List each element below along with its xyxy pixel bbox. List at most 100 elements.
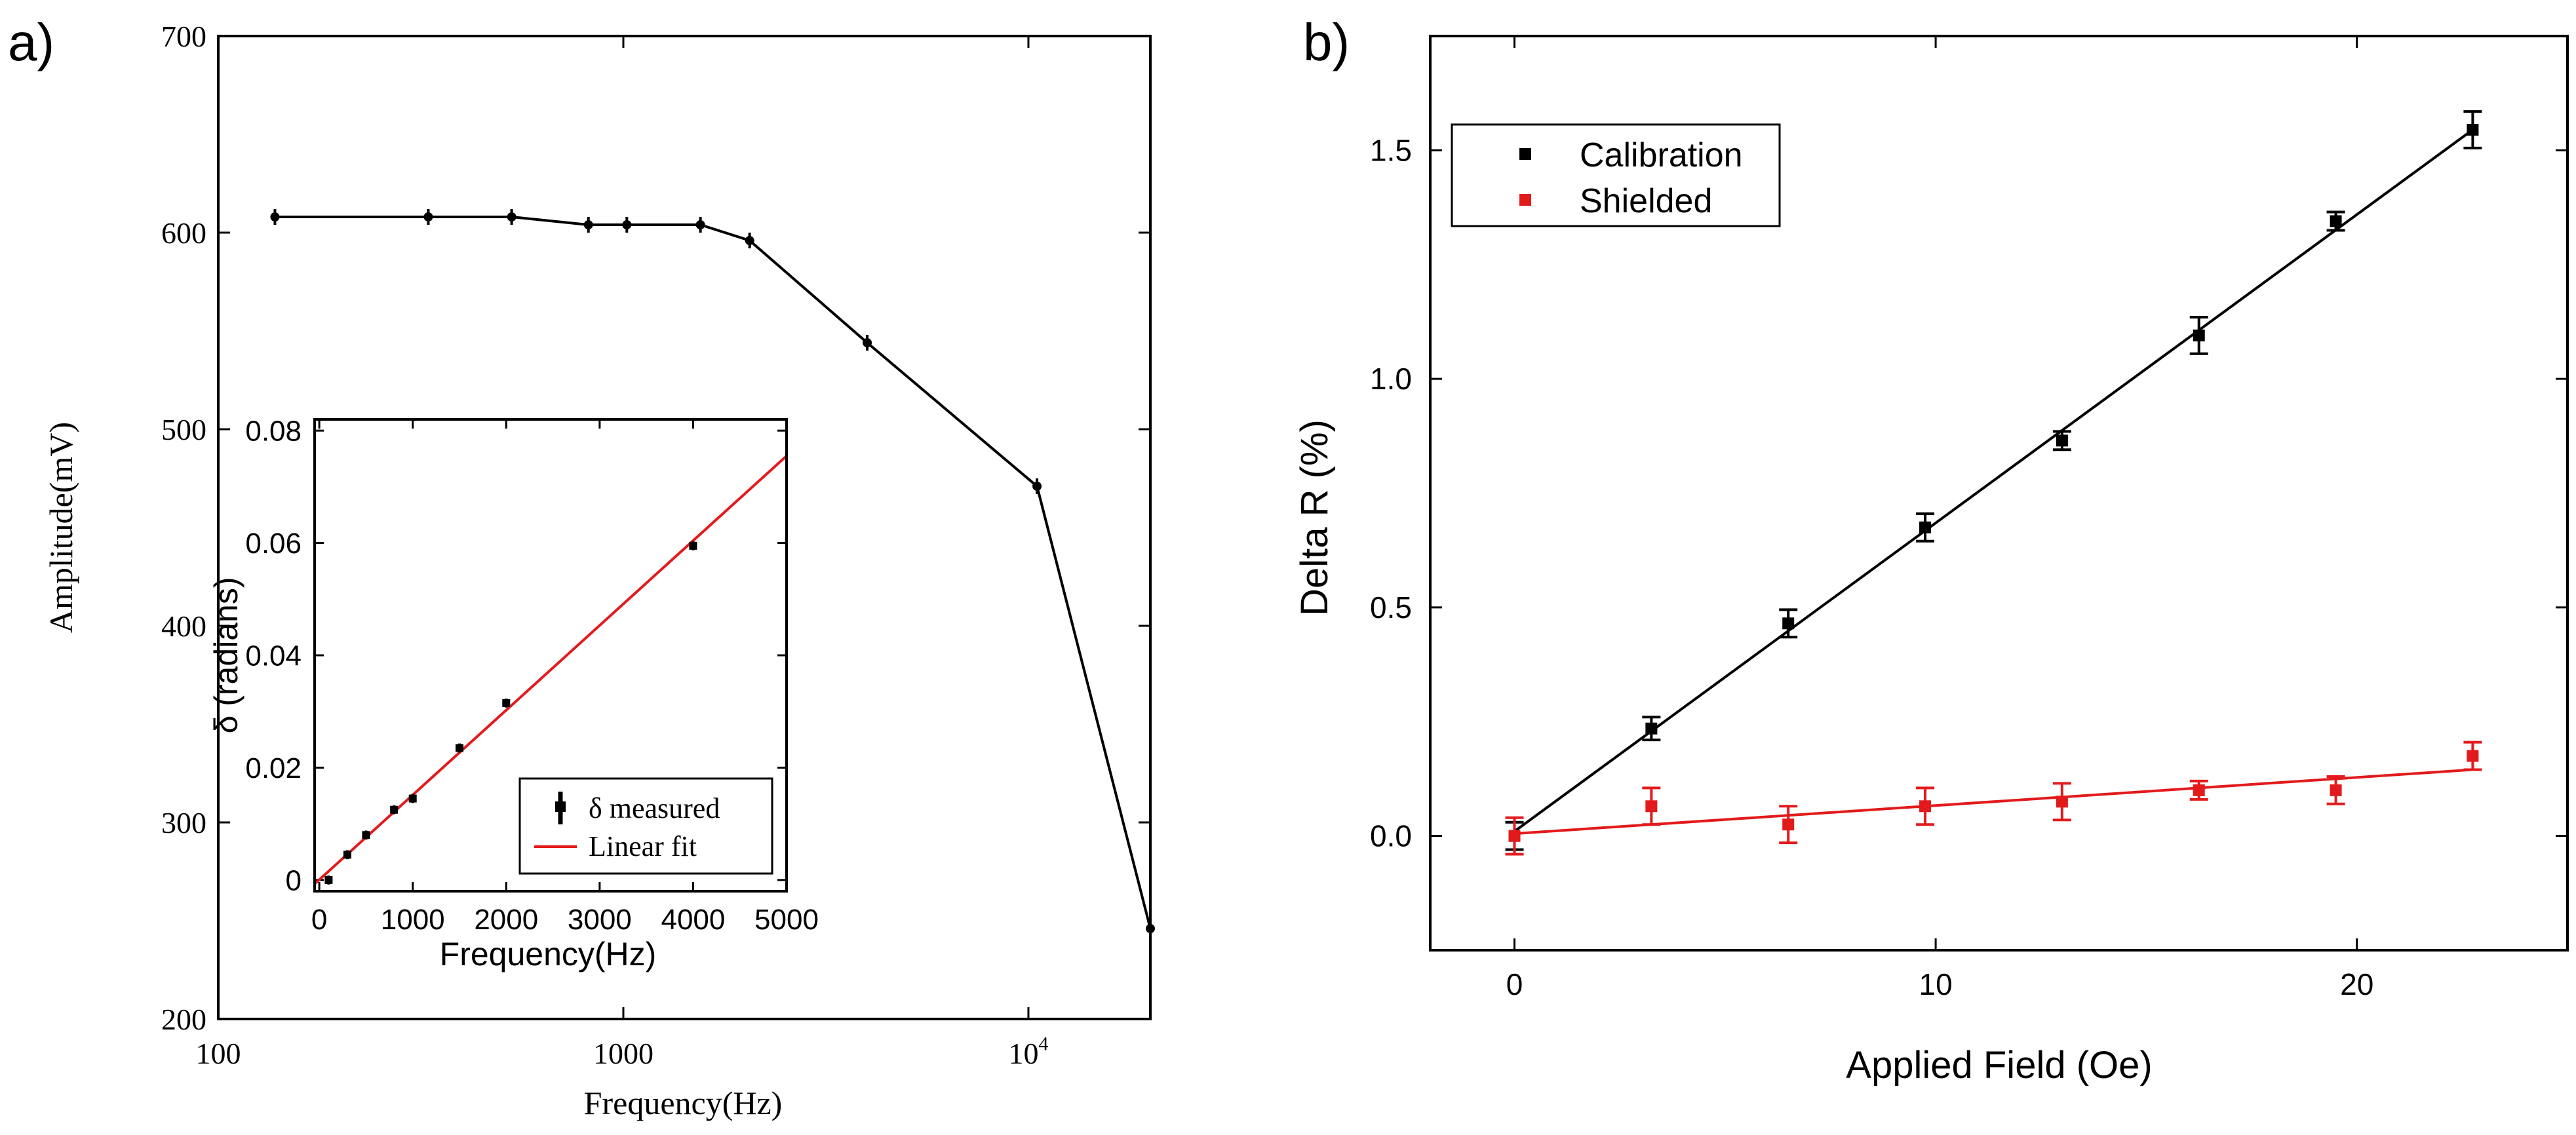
inset-point	[324, 875, 333, 884]
amplitude-point	[507, 212, 517, 221]
y-tick-label: 0.02	[245, 752, 302, 784]
shielded-point	[2056, 796, 2068, 808]
x-tick-label: 1000	[381, 904, 445, 936]
chart-b-xlabel: Applied Field (Oe)	[1846, 1044, 2152, 1087]
shielded-point	[2330, 784, 2342, 796]
inset-legend-label-measured: δ measured	[589, 792, 720, 824]
calibration-point	[1645, 722, 1658, 735]
y-tick-label: 300	[161, 806, 206, 839]
calibration-point	[2056, 434, 2068, 447]
inset-point	[455, 744, 463, 752]
x-tick-label-base: 10	[1008, 1037, 1038, 1070]
y-tick-label: 500	[161, 413, 206, 446]
x-tick-label-base: 4000	[661, 904, 725, 936]
inset-ticks: 0 1000 2000 3000 4000 5000 0 0.02 0.04 0.06 0.08	[245, 415, 819, 936]
x-tick-label: 10	[1919, 967, 1953, 1001]
inset-legend: δ measured Linear fit	[518, 777, 773, 875]
y-tick-label: 0.04	[245, 640, 302, 672]
shielded-point	[2467, 750, 2479, 762]
inset-point	[362, 831, 370, 839]
inset-xlabel: Frequency(Hz)	[440, 936, 657, 972]
y-tick-label: 700	[161, 20, 206, 53]
chart-b-ylabel: Delta R (%)	[1293, 419, 1336, 616]
chart-a-ylabel: Amplitude(mV)	[43, 422, 79, 633]
y-tick-label: 200	[161, 1003, 206, 1036]
inset-point	[343, 851, 351, 859]
amplitude-point	[270, 212, 280, 221]
chart-b-legend: Calibration Shielded	[1451, 123, 1781, 227]
y-tick-label: 0.0	[1370, 819, 1412, 853]
x-tick-label-sup: 4	[1038, 1033, 1048, 1054]
y-tick-label: 600	[161, 216, 206, 250]
amplitude-point	[622, 220, 632, 229]
x-tick-label: 20	[2340, 967, 2373, 1001]
shielded-fit-line	[1514, 768, 2473, 836]
calibration-point	[2193, 329, 2205, 341]
y-tick-label: 400	[161, 609, 206, 643]
y-tick-label: 0.06	[245, 528, 302, 560]
chart-b-legend-label-shielded: Shielded	[1580, 182, 1712, 220]
panel-label-a: a)	[8, 13, 54, 71]
x-tick-label: 2000	[474, 904, 538, 936]
shielded-point	[1782, 818, 1795, 831]
x-tick-label-base: 3000	[568, 904, 632, 936]
inset-frame	[313, 418, 788, 893]
x-tick-label: 0	[1506, 967, 1523, 1001]
chart-b-frame	[1429, 35, 2569, 952]
calibration-fit-line	[1513, 128, 2474, 833]
inset-point	[502, 699, 511, 707]
x-tick-label-base: 0	[1506, 967, 1523, 1001]
shielded-point	[2193, 784, 2205, 796]
inset-ylabel: δ (radians)	[208, 577, 244, 733]
x-tick-label-base: 20	[2340, 967, 2373, 1001]
amplitude-point	[745, 236, 754, 245]
chart-b-legend-marker-calibration	[1519, 148, 1531, 160]
amplitude-line	[275, 216, 1152, 929]
y-tick-label: 0.08	[245, 415, 302, 448]
y-tick-label: 1.5	[1370, 133, 1412, 167]
calibration-point	[1782, 617, 1795, 630]
inset-legend-label-fit: Linear fit	[589, 830, 697, 862]
y-tick-label: 0	[286, 864, 302, 896]
x-tick-label-base: 5000	[754, 904, 819, 936]
inset-point	[689, 541, 697, 550]
x-tick-label-base: 100	[196, 1037, 241, 1070]
x-tick-label: 1000	[593, 1037, 654, 1070]
amplitude-point	[695, 220, 705, 229]
inset-point	[390, 805, 399, 814]
chart-a-inset: 0 1000 2000 3000 4000 5000 0 0.02 0.04 0.06 0.08 F…	[208, 415, 819, 972]
amplitude-point	[583, 220, 593, 229]
x-tick-label-base: 1000	[381, 904, 445, 936]
amplitude-point	[1032, 482, 1042, 491]
shielded-point	[1919, 800, 1932, 813]
chart-b-series	[1505, 110, 2482, 856]
calibration-point	[1919, 521, 1932, 533]
inset-legend-marker-square	[555, 801, 566, 812]
calibration-point	[2330, 215, 2342, 227]
chart-b-delta-r: 0 10 20 0.0 0.5 1.0 1.5 Applied Field (Oe) Del…	[1293, 35, 2569, 1087]
chart-b-legend-box	[1451, 123, 1781, 227]
amplitude-point	[863, 338, 872, 347]
shielded-point	[1645, 800, 1658, 813]
x-tick-label-base: 0	[311, 904, 327, 936]
inset-point	[408, 794, 417, 803]
amplitude-point	[423, 212, 433, 221]
chart-a-frame	[217, 35, 1152, 1020]
chart-a-xlabel: Frequency(Hz)	[584, 1085, 783, 1121]
x-tick-label-base: 2000	[474, 904, 538, 936]
inset-series	[313, 455, 788, 885]
x-tick-label: 100	[196, 1037, 241, 1070]
chart-b-legend-marker-shielded	[1519, 194, 1531, 206]
x-tick-label: 0	[311, 904, 327, 936]
shielded-point	[1508, 830, 1521, 842]
x-tick-label: 4000	[661, 904, 725, 936]
y-tick-label: 1.0	[1370, 362, 1412, 396]
x-tick-label: 104	[1008, 1033, 1048, 1070]
x-tick-label: 3000	[568, 904, 632, 936]
chart-b-legend-label-calibration: Calibration	[1580, 136, 1743, 174]
calibration-point	[2467, 123, 2479, 136]
x-tick-label-base: 1000	[593, 1037, 654, 1070]
